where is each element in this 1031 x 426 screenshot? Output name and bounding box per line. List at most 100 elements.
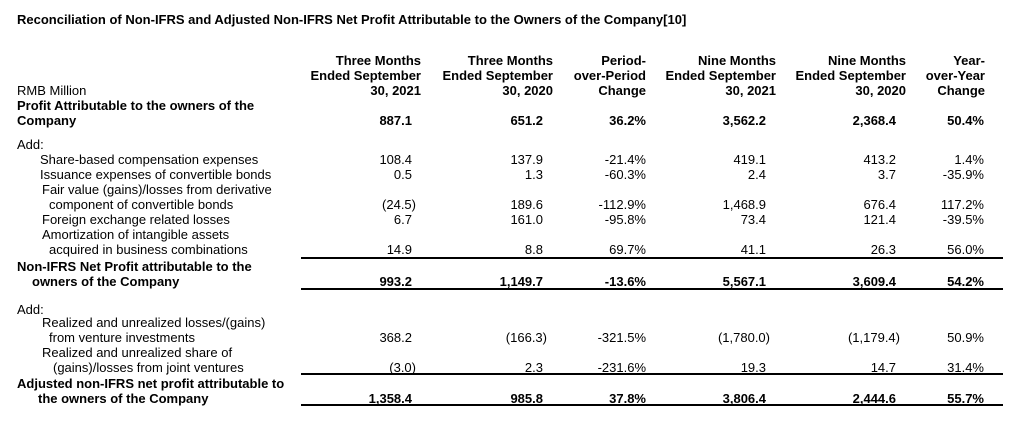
table-cell: 3,609.4 [804, 274, 896, 289]
table-cell: 137.9 [451, 152, 543, 167]
unit-label: RMB Million [17, 83, 87, 98]
table-cell: (24.5) [320, 197, 416, 212]
footnote-reference: [10] [663, 12, 687, 27]
table-cell: 26.3 [804, 242, 896, 257]
table-cell: 985.8 [451, 391, 543, 406]
cell-value: 887.1 [379, 113, 412, 128]
cell-value: (1,780.0) [717, 330, 770, 345]
table-cell: 3,806.4 [674, 391, 766, 406]
table-cell: (3.0) [320, 360, 416, 375]
table-cell: -13.6% [554, 274, 646, 289]
total-rule-2 [301, 404, 1003, 406]
table-cell: 676.4 [804, 197, 896, 212]
cell-value: 50.9% [947, 330, 984, 345]
cell-value: 985.8 [510, 391, 543, 406]
column-header-6-line-1: Year- [953, 53, 985, 68]
cell-value: 161.0 [510, 212, 543, 227]
cell-value: 14.9 [386, 242, 412, 257]
cell-value: 8.8 [524, 242, 543, 257]
table-cell: 36.2% [554, 113, 646, 128]
table-cell: 651.2 [451, 113, 543, 128]
table-cell: 117.2% [892, 197, 984, 212]
cell-value: (166.3) [505, 330, 547, 345]
page-title: Reconciliation of Non-IFRS and Adjusted … [17, 12, 686, 27]
table-cell: 14.7 [804, 360, 896, 375]
cell-value: -231.6% [597, 360, 646, 375]
cell-value: -95.8% [604, 212, 646, 227]
row-label-line-2: (gains)/losses from joint ventures [53, 360, 244, 375]
table-cell: 413.2 [804, 152, 896, 167]
cell-value: 137.9 [510, 152, 543, 167]
cell-value: 31.4% [947, 360, 984, 375]
cell-value: 121.4 [863, 212, 896, 227]
table-cell: 55.7% [892, 391, 984, 406]
table-cell: -21.4% [554, 152, 646, 167]
table-cell: 161.0 [451, 212, 543, 227]
table-cell: 69.7% [554, 242, 646, 257]
cell-value: 50.4% [947, 113, 984, 128]
cell-value: 1.3 [524, 167, 543, 182]
table-cell: 189.6 [451, 197, 543, 212]
title-text: Reconciliation of Non-IFRS and Adjusted … [17, 12, 664, 27]
table-cell: 73.4 [674, 212, 766, 227]
row-label-non-ifrs-line-2: owners of the Company [32, 274, 180, 289]
column-header-1-line-2: Ended September [310, 68, 421, 83]
cell-value: 0.5 [393, 167, 412, 182]
cell-value: 2.4 [747, 167, 766, 182]
subtotal-rule-2 [301, 373, 1003, 375]
table-cell: 419.1 [674, 152, 766, 167]
table-cell: -35.9% [892, 167, 984, 182]
table-cell: 2,444.6 [804, 391, 896, 406]
table-cell: 993.2 [320, 274, 412, 289]
table-cell: 50.9% [892, 330, 984, 345]
table-cell: 2.4 [674, 167, 766, 182]
cell-value: 3.7 [877, 167, 896, 182]
cell-value: 2,444.6 [852, 391, 896, 406]
table-cell: 3,562.2 [674, 113, 766, 128]
cell-value: 1,149.7 [499, 274, 543, 289]
cell-value: 651.2 [510, 113, 543, 128]
cell-value: -60.3% [604, 167, 646, 182]
table-cell: 368.2 [320, 330, 412, 345]
cell-value: 108.4 [379, 152, 412, 167]
table-cell: -231.6% [554, 360, 646, 375]
table-cell: 31.4% [892, 360, 984, 375]
table-cell: 5,567.1 [674, 274, 766, 289]
column-header-4-line-3: 30, 2021 [725, 83, 776, 98]
cell-value: 2.3 [524, 360, 543, 375]
row-label-non-ifrs-line-1: Non-IFRS Net Profit attributable to the [17, 259, 252, 274]
cell-value: 14.7 [870, 360, 896, 375]
table-cell: (1,179.4) [804, 330, 900, 345]
column-header-2-line-2: Ended September [442, 68, 553, 83]
cell-value: 19.3 [740, 360, 766, 375]
row-label-adjusted-line-1: Adjusted non-IFRS net profit attributabl… [17, 376, 285, 391]
cell-value: 55.7% [947, 391, 984, 406]
cell-value: 3,562.2 [722, 113, 766, 128]
column-header-3-line-1: Period- [601, 53, 646, 68]
cell-value: 1,468.9 [722, 197, 766, 212]
cell-value: -35.9% [942, 167, 984, 182]
column-header-1-line-1: Three Months [335, 53, 421, 68]
cell-value: 993.2 [379, 274, 412, 289]
table-cell: 1,149.7 [451, 274, 543, 289]
table-cell: 1.4% [892, 152, 984, 167]
cell-value: -21.4% [604, 152, 646, 167]
cell-value: 676.4 [863, 197, 896, 212]
row-label-profit-line-2: Company [17, 113, 77, 128]
cell-value: 26.3 [870, 242, 896, 257]
row-label-line-2: from venture investments [49, 330, 195, 345]
column-header-5-line-2: Ended September [795, 68, 906, 83]
row-label-adjusted-line-2: the owners of the Company [38, 391, 209, 406]
column-header-2-line-3: 30, 2020 [502, 83, 553, 98]
cell-value: 189.6 [510, 197, 543, 212]
cell-value: 73.4 [740, 212, 766, 227]
table-cell: 1,358.4 [320, 391, 412, 406]
table-cell: 3.7 [804, 167, 896, 182]
cell-value: (3.0) [389, 360, 416, 375]
table-cell: 108.4 [320, 152, 412, 167]
cell-value: (1,179.4) [847, 330, 900, 345]
row-label: Realized and unrealized losses/(gains) [42, 315, 266, 330]
column-header-2-line-1: Three Months [467, 53, 553, 68]
table-cell: -321.5% [554, 330, 646, 345]
cell-value: 117.2% [940, 197, 984, 212]
